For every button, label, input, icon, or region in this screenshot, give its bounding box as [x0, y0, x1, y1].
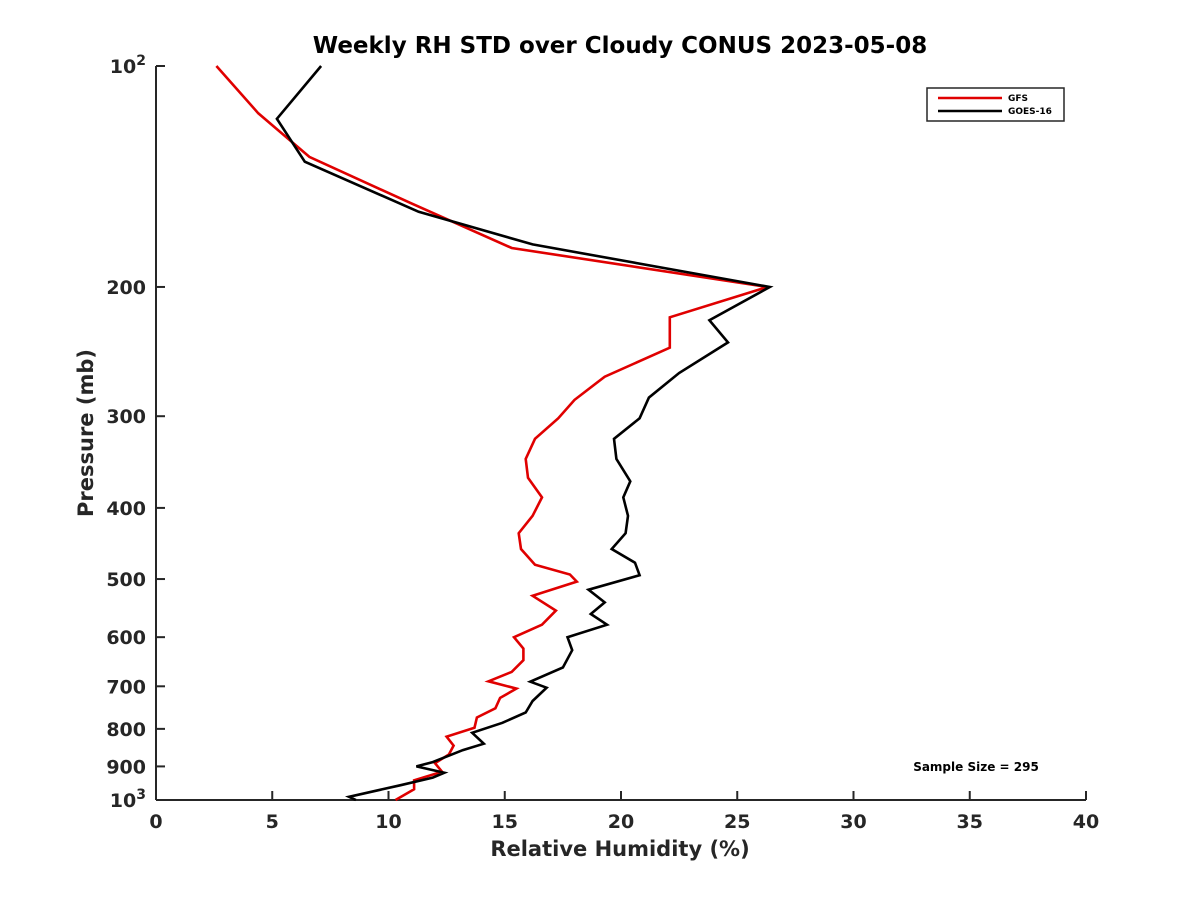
x-tick-label: 30 — [840, 811, 866, 833]
legend-box — [926, 87, 1065, 122]
y-tick-label: 300 — [106, 406, 146, 428]
x-tick-label: 0 — [149, 811, 162, 833]
series-line-gfs — [215, 65, 768, 802]
y-tick-label: 500 — [106, 569, 146, 591]
x-tick-label: 35 — [957, 811, 983, 833]
chart-title: Weekly RH STD over Cloudy CONUS 2023-05-… — [313, 33, 927, 59]
series-line-goes16 — [275, 65, 774, 802]
y-tick-label: 103 — [110, 787, 146, 812]
y-tick-label: 102 — [110, 53, 146, 78]
y-tick-label: 700 — [106, 676, 146, 698]
y-tick-label: 200 — [106, 277, 146, 299]
sample-size-annotation: Sample Size = 295 — [913, 760, 1039, 774]
y-tick-label: 900 — [106, 756, 146, 778]
x-tick-label: 10 — [375, 811, 401, 833]
y-axis-ticks: 102 200 300 400 500 600 700 800 900 103 — [106, 53, 165, 812]
y-tick-label: 400 — [106, 498, 146, 520]
y-tick-label: 600 — [106, 627, 146, 649]
x-axis-ticks: 0 5 10 15 20 25 30 35 40 — [149, 791, 1099, 833]
x-tick-label: 40 — [1073, 811, 1099, 833]
y-axis-label: Pressure (mb) — [74, 349, 98, 517]
legend-label-goes16: GOES-16 — [1008, 107, 1052, 117]
x-tick-label: 5 — [266, 811, 279, 833]
x-tick-label: 20 — [608, 811, 634, 833]
x-tick-label: 15 — [492, 811, 518, 833]
legend: GFS GOES-16 — [926, 87, 1065, 122]
y-tick-label: 800 — [106, 719, 146, 741]
series-layer — [215, 65, 774, 802]
legend-label-gfs: GFS — [1008, 94, 1028, 104]
x-axis-label: Relative Humidity (%) — [490, 837, 749, 861]
x-tick-label: 25 — [724, 811, 750, 833]
